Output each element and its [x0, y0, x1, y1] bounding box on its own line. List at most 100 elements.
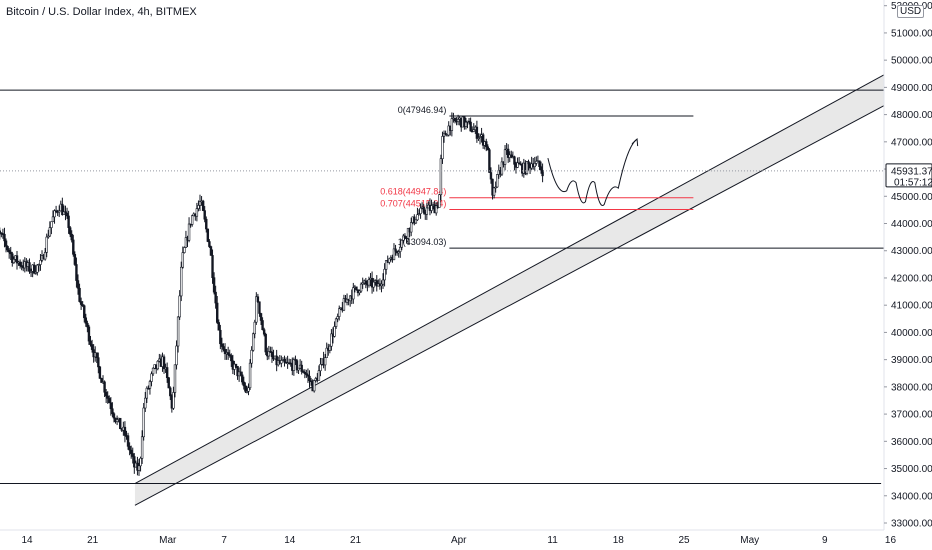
candle-body	[486, 146, 490, 151]
projection-path[interactable]	[547, 138, 639, 206]
y-axis-tick-label: 43000.00	[891, 246, 932, 257]
candle-body	[167, 377, 170, 389]
candle-body	[244, 385, 247, 392]
candle-body	[81, 304, 84, 307]
y-axis-tick-label: 36000.00	[891, 437, 932, 448]
candle-body	[253, 321, 256, 335]
currency-button[interactable]: USD	[897, 5, 925, 18]
candle-body	[51, 216, 55, 223]
candle-body	[361, 282, 364, 285]
current-price-label: 45931.37	[891, 166, 932, 177]
x-axis-tick-label: 18	[613, 535, 625, 546]
x-axis-tick-label: 21	[87, 535, 99, 546]
candle-body	[472, 129, 475, 132]
candle-body	[205, 218, 208, 230]
candle-body	[294, 359, 297, 361]
candle-body	[222, 346, 225, 350]
candle-body	[39, 260, 42, 265]
candle-body	[330, 333, 333, 347]
candle-body	[485, 141, 488, 148]
candle-body	[190, 215, 194, 225]
candle-body	[212, 277, 216, 293]
candle-body	[256, 296, 260, 303]
candle-body	[58, 210, 61, 213]
candle-body	[425, 207, 429, 215]
candle-body	[251, 333, 255, 351]
candle-body	[65, 212, 69, 217]
candle-body	[86, 322, 89, 328]
candle-body	[172, 392, 175, 409]
candle-body	[70, 233, 73, 241]
x-axis-tick-label: 21	[350, 535, 362, 546]
candle-body	[364, 280, 368, 285]
candle-body	[32, 264, 36, 274]
candle-body	[384, 260, 388, 270]
candle-body	[208, 241, 211, 247]
candle-body	[325, 347, 328, 358]
candle-body	[267, 351, 271, 357]
candle-body	[306, 374, 310, 377]
candle-body	[83, 305, 86, 319]
channel-lower-line[interactable]	[134, 84, 924, 506]
candle-body	[198, 201, 202, 206]
candle-body	[176, 316, 180, 347]
candle-body	[98, 366, 102, 379]
candle-body	[173, 364, 177, 393]
candle-body	[195, 208, 199, 217]
candle-body	[214, 291, 217, 304]
y-axis-tick-label: 51000.00	[891, 28, 932, 39]
candle-body	[48, 227, 52, 237]
candle-body	[76, 280, 80, 289]
candle-body	[226, 352, 230, 355]
candle-body	[209, 246, 213, 256]
candle-body	[9, 251, 12, 255]
candle-body	[219, 329, 222, 345]
candle-body	[481, 134, 485, 146]
fib-level-label: 0(47946.94)	[398, 105, 447, 115]
x-axis[interactable]: 14 21 Mar 7 14 21 Apr 11 18 25 May 9 16	[0, 529, 932, 550]
x-axis-tick-label: 9	[822, 535, 828, 546]
y-axis[interactable]: 33000.00 34000.00 35000.00 36000.00 37000.00…	[883, 0, 932, 550]
candle-body	[34, 271, 37, 274]
candle-body	[37, 264, 41, 266]
candle-body	[262, 329, 266, 335]
candle-body	[131, 453, 134, 457]
candle-body	[64, 211, 67, 214]
candle-body	[261, 320, 264, 331]
candle-body	[388, 258, 391, 263]
candle-body	[239, 371, 242, 376]
candle-body	[18, 261, 22, 266]
candle-body	[538, 160, 541, 167]
candle-body	[422, 206, 425, 213]
candle-body	[333, 326, 336, 337]
projection-curve[interactable]	[547, 138, 638, 206]
candle-body	[139, 457, 142, 467]
candle-body	[255, 296, 258, 323]
candle-body	[525, 161, 529, 174]
candle-body	[75, 264, 78, 281]
horizontal-lines[interactable]	[0, 89, 884, 485]
trend-channel[interactable]	[134, 52, 924, 506]
channel-upper-line[interactable]	[134, 52, 924, 484]
candle-body	[241, 374, 244, 383]
candle-body	[150, 373, 153, 382]
fibonacci-retracement[interactable]: 0(47946.94) 0.618(44947.84)0.707(44515.94…	[380, 105, 884, 249]
fib-level-label: 0.618(44947.84)	[380, 187, 446, 197]
candle-body	[206, 228, 210, 242]
candle-body	[211, 255, 214, 278]
candle-body	[328, 345, 332, 351]
candle-body	[280, 360, 283, 364]
candle-body	[233, 363, 236, 370]
candle-body	[3, 233, 6, 242]
candle-body	[7, 249, 11, 253]
bar-countdown-label: 01:57:12	[894, 177, 932, 188]
candle-body	[438, 194, 441, 208]
candle-body	[406, 227, 410, 239]
candle-body	[108, 398, 111, 404]
candle-body	[292, 359, 296, 371]
candle-body	[477, 137, 480, 139]
candle-body	[464, 121, 468, 127]
candle-body	[270, 351, 274, 357]
